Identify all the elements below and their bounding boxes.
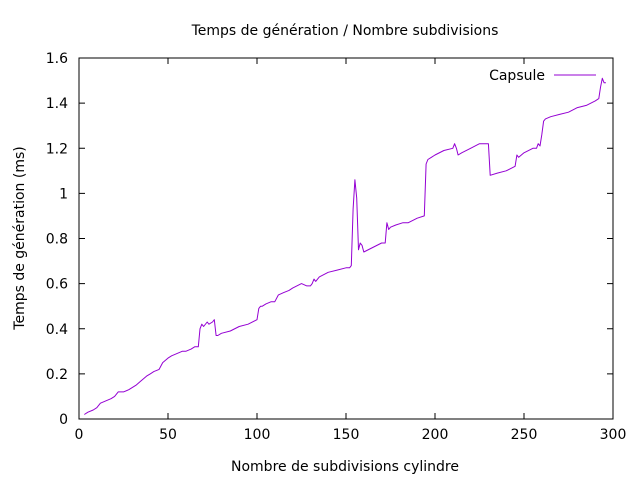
x-axis-label: Nombre de subdivisions cylindre bbox=[231, 459, 459, 475]
series-line-capsule bbox=[84, 77, 606, 415]
y-tick-label: 1.2 bbox=[46, 141, 68, 157]
y-tick-label: 1 bbox=[59, 186, 68, 202]
legend-label: Capsule bbox=[489, 68, 545, 84]
y-tick-label: 0 bbox=[59, 412, 68, 428]
axis-tick-labels: 0 50 100 150 200 250 300 0 0.2 0.4 0.6 0.8 1 1.2 1.4 1.… bbox=[46, 51, 627, 443]
chart-title: Temps de génération / Nombre subdivision… bbox=[191, 23, 499, 39]
y-tick-label: 0.8 bbox=[46, 232, 68, 248]
x-tick-label: 0 bbox=[75, 427, 84, 443]
legend: Capsule bbox=[489, 68, 596, 84]
y-tick-label: 0.2 bbox=[46, 367, 68, 383]
x-tick-label: 150 bbox=[333, 427, 360, 443]
x-tick-label: 50 bbox=[159, 427, 177, 443]
y-tick-label: 1.4 bbox=[46, 96, 68, 112]
y-tick-label: 0.6 bbox=[46, 277, 68, 293]
plot-frame bbox=[78, 57, 614, 420]
x-tick-label: 100 bbox=[244, 427, 271, 443]
y-axis-label: Temps de génération (ms) bbox=[12, 146, 28, 330]
y-tick-label: 0.4 bbox=[46, 322, 68, 338]
series-layer bbox=[84, 77, 606, 415]
y-tick-label: 1.6 bbox=[46, 51, 68, 67]
x-tick-label: 300 bbox=[600, 427, 627, 443]
x-tick-label: 200 bbox=[422, 427, 449, 443]
x-tick-label: 250 bbox=[511, 427, 538, 443]
